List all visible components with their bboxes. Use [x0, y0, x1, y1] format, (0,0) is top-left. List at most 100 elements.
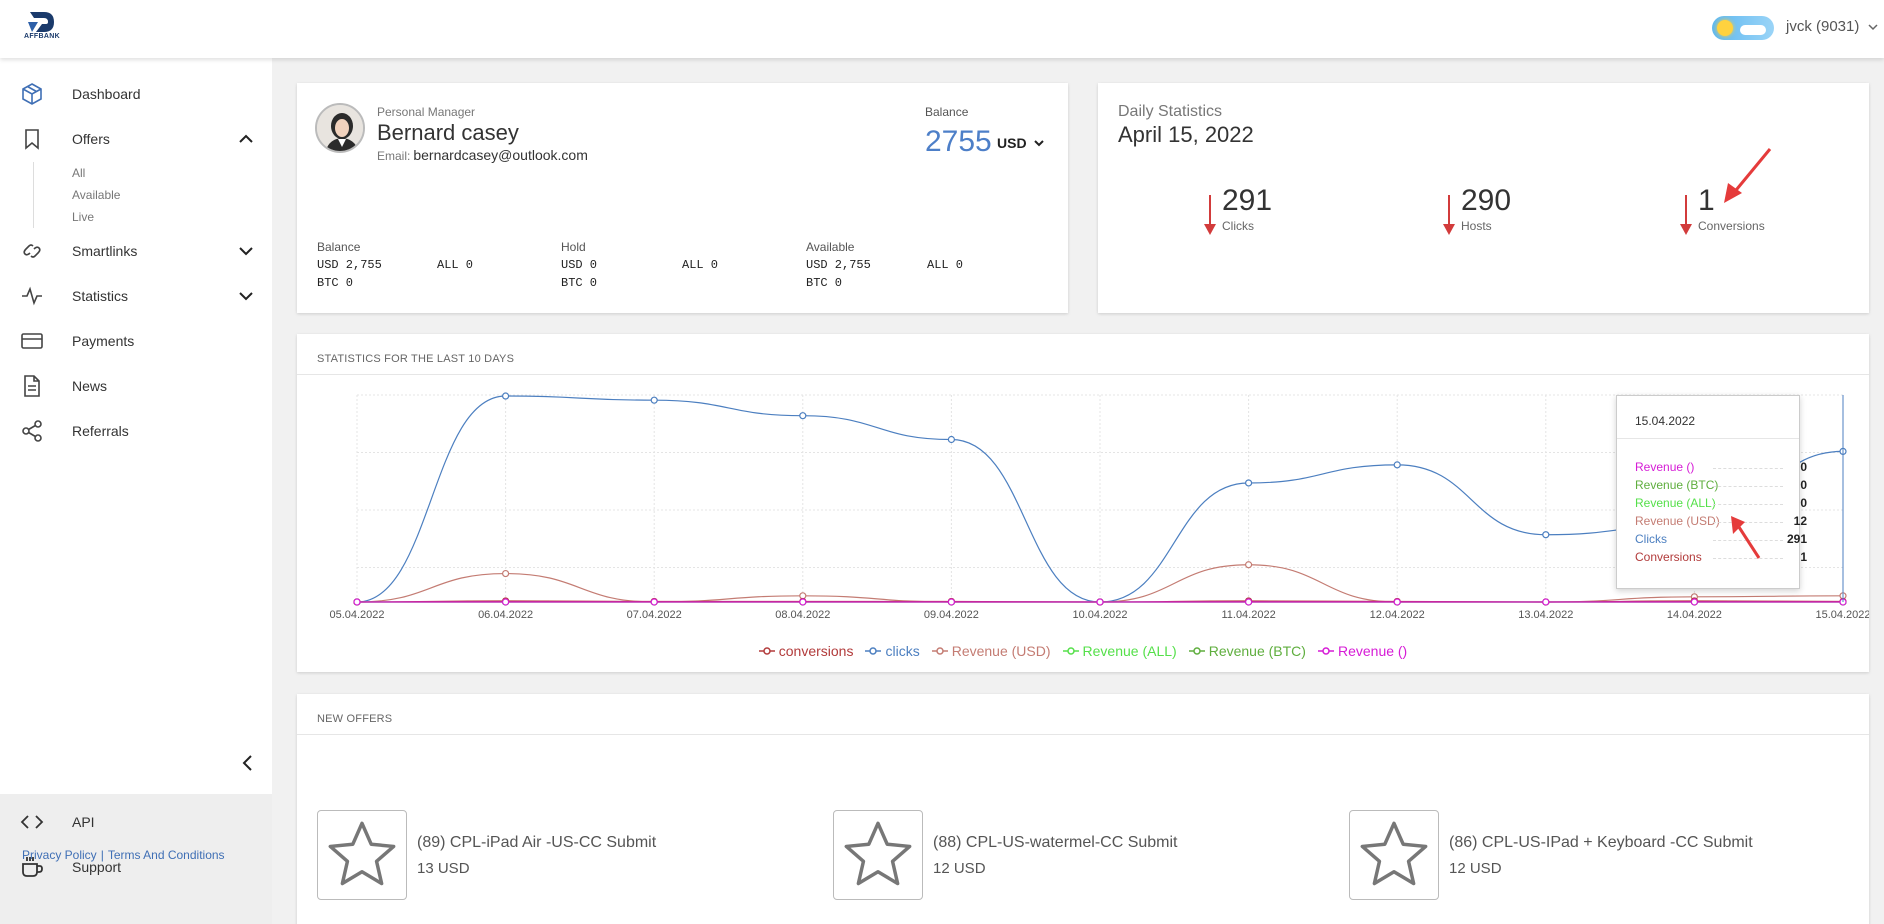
sidebar-item-label: Support — [72, 859, 122, 875]
legend-marker-icon — [931, 647, 948, 655]
data-point — [947, 598, 956, 606]
sidebar-item-label: Statistics — [72, 288, 129, 304]
statistics-title: STATISTICS FOR THE LAST 10 DAYS — [317, 353, 515, 365]
data-point — [353, 598, 361, 606]
sidebar-item-statistics[interactable]: Statistics — [0, 276, 272, 316]
conversions-value: 1 — [1698, 184, 1715, 217]
cloud-icon — [1740, 25, 1766, 35]
legend-item[interactable]: Revenue (USD) — [931, 643, 1051, 659]
top-header: AFFBANK jvck (9031) — [0, 0, 1884, 58]
sidebar-item-offers[interactable]: Offers — [0, 119, 272, 159]
offer-name: (89) CPL-iPad Air -US-CC Submit — [417, 834, 657, 851]
tooltip-row-value: 0 — [1800, 478, 1807, 492]
star-icon — [844, 821, 912, 886]
hosts-value: 290 — [1461, 184, 1512, 217]
tooltip-row: Clicks 291 — [1635, 532, 1807, 548]
collapse-sidebar-button[interactable] — [238, 753, 258, 773]
terms-link[interactable]: Terms And Conditions — [107, 848, 225, 862]
tooltip-row-name: Conversions — [1635, 550, 1702, 564]
sidebar-item-dashboard[interactable]: Dashboard — [0, 74, 272, 114]
down-arrow-icon — [1443, 195, 1455, 235]
sidebar-subitem-available[interactable]: Available — [72, 188, 121, 202]
x-tick-label: 10.04.2022 — [1072, 609, 1127, 621]
statistics-chart: 05.04.2022 06.04.2022 07.04.2022 08.04.2022… — [329, 392, 1869, 621]
x-tick-label: 07.04.2022 — [627, 609, 682, 621]
legend-item[interactable]: Revenue () — [1317, 643, 1407, 659]
balance-label: Balance — [925, 105, 969, 119]
offer-name: (88) CPL-US-watermel-CC Submit — [933, 834, 1178, 851]
legend-item[interactable]: clicks — [865, 643, 920, 659]
chevron-down-icon — [239, 247, 253, 256]
available-btc: BTC 0 — [806, 276, 843, 290]
sidebar-item-referrals[interactable]: Referrals — [0, 411, 272, 451]
link-icon — [23, 244, 41, 258]
available-all: ALL 0 — [927, 258, 964, 272]
sidebar-item-label: API — [72, 814, 95, 830]
manager-email: Email: bernardcasey@outlook.com — [377, 147, 588, 163]
privacy-policy-link[interactable]: Privacy Policy — [22, 848, 97, 862]
sidebar-subitem-live[interactable]: Live — [72, 210, 95, 224]
tooltip-row-name: Revenue () — [1635, 460, 1695, 474]
offer-item[interactable]: (86) CPL-US-IPad + Keyboard -CC Submit 1… — [1349, 810, 1829, 900]
sidebar-item-news[interactable]: News — [0, 366, 272, 406]
affbank-logo[interactable] — [26, 8, 60, 48]
data-point — [502, 598, 510, 606]
tooltip-row-value: 1 — [1800, 550, 1807, 564]
chevron-down-icon — [239, 292, 253, 301]
offer-item[interactable]: (88) CPL-US-watermel-CC Submit 12 USD — [833, 810, 1313, 900]
email-label: Email: — [377, 149, 411, 163]
legend-label: conversions — [778, 643, 854, 659]
currency-select[interactable]: USD — [997, 135, 1045, 151]
offer-item[interactable]: (89) CPL-iPad Air -US-CC Submit 13 USD — [317, 810, 797, 900]
sidebar-item-payments[interactable]: Payments — [0, 321, 272, 361]
share-icon — [22, 420, 42, 442]
data-point — [1244, 598, 1253, 606]
tooltip-row-name: Revenue (USD) — [1635, 514, 1720, 528]
sidebar-item-smartlinks[interactable]: Smartlinks — [0, 231, 272, 271]
theme-toggle[interactable] — [1712, 16, 1774, 40]
sidebar-item-support[interactable]: Support — [0, 847, 272, 887]
avatar — [315, 103, 365, 153]
legend-marker-icon — [758, 647, 775, 655]
currency-label: USD — [997, 135, 1027, 151]
hold-col-title: Hold — [561, 240, 586, 254]
legend-item[interactable]: conversions — [758, 643, 854, 659]
legend-item[interactable]: Revenue (ALL) — [1062, 643, 1177, 659]
offer-price: 13 USD — [417, 860, 470, 877]
offer-price: 12 USD — [933, 860, 986, 877]
x-tick-label: 14.04.2022 — [1667, 609, 1722, 621]
data-point — [1096, 598, 1104, 606]
daily-stats-label: Daily Statistics — [1118, 103, 1223, 120]
footer-links: Privacy Policy | Terms And Conditions — [22, 848, 225, 862]
data-point — [650, 396, 658, 404]
new-offers-title: NEW OFFERS — [317, 713, 393, 725]
sidebar: Dashboard Offers All Available Live Smar… — [0, 58, 272, 924]
data-point — [1393, 461, 1401, 469]
legend-marker-icon — [1317, 647, 1334, 655]
sidebar-item-api[interactable]: API — [0, 802, 272, 842]
data-point — [1244, 561, 1253, 569]
chart-legend: conversions clicks Revenue (USD) Revenue (A… — [297, 643, 1869, 659]
tooltip-row-dots — [1713, 468, 1783, 469]
sidebar-item-label: News — [72, 378, 108, 394]
tooltip-row: Revenue (BTC) 0 — [1635, 478, 1807, 494]
conversions-label: Conversions — [1698, 219, 1765, 233]
annotation-arrow — [1724, 148, 1772, 203]
tooltip-row: Revenue () 0 — [1635, 460, 1807, 476]
sidebar-subitem-all[interactable]: All — [72, 166, 86, 180]
data-point — [502, 569, 510, 578]
legend-item[interactable]: Revenue (BTC) — [1188, 643, 1306, 659]
balance-value: 2755 — [925, 125, 992, 158]
data-point — [1393, 598, 1401, 606]
pulse-icon — [22, 286, 42, 306]
card-divider — [297, 734, 1869, 735]
offer-price: 12 USD — [1449, 860, 1502, 877]
tooltip-row-dots — [1713, 522, 1783, 523]
offer-image — [1349, 810, 1439, 900]
tooltip-row-value: 0 — [1800, 496, 1807, 510]
email-value[interactable]: bernardcasey@outlook.com — [413, 147, 588, 163]
manager-label: Personal Manager — [377, 105, 476, 119]
user-menu[interactable]: jvck (9031) — [1786, 18, 1879, 35]
x-tick-label: 13.04.2022 — [1518, 609, 1573, 621]
tooltip-row-value: 12 — [1793, 514, 1807, 528]
